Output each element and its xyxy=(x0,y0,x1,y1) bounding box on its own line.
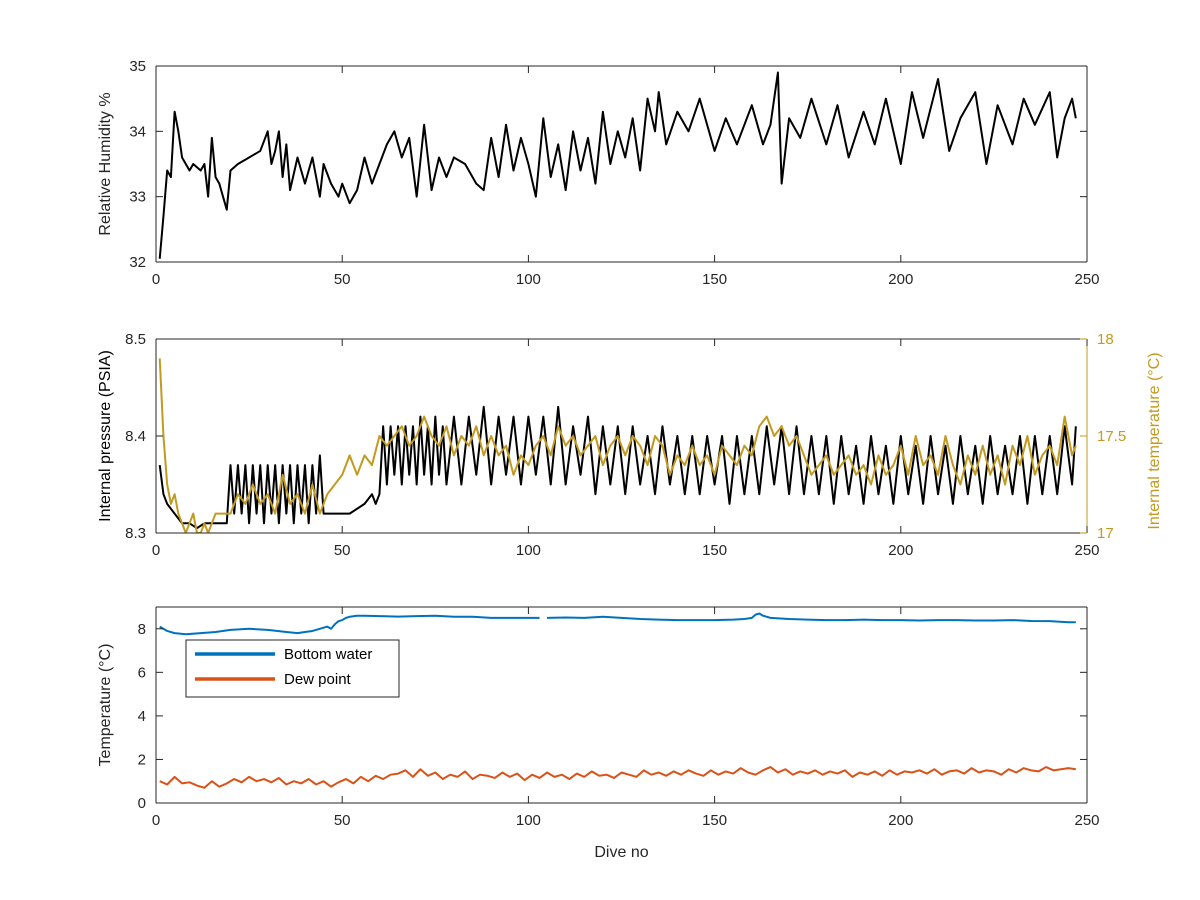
y-tick-label: 8.4 xyxy=(125,428,146,445)
y-axis-label: Temperature (°C) xyxy=(97,644,114,767)
y2-axis-label: Internal temperature (°C) xyxy=(1146,352,1163,529)
x-tick-label: 200 xyxy=(888,271,913,288)
plot-area xyxy=(156,339,1087,533)
y2-tick-label: 17.5 xyxy=(1097,428,1126,445)
y-axis-label: Relative Humidity % xyxy=(97,92,114,235)
y2-tick-label: 18 xyxy=(1097,331,1114,348)
x-tick-label: 250 xyxy=(1074,271,1099,288)
legend-label: Bottom water xyxy=(284,646,372,663)
series-line-line-1 xyxy=(158,71,1077,259)
y-tick-label: 32 xyxy=(129,254,146,271)
x-tick-label: 150 xyxy=(702,812,727,829)
x-tick-label: 50 xyxy=(334,271,351,288)
series-line-line-2 xyxy=(546,612,1076,624)
y-axis-label: Internal pressure (PSIA) xyxy=(97,350,114,522)
x-tick-label: 100 xyxy=(516,812,541,829)
y-tick-label: 33 xyxy=(129,189,146,206)
panel-1: 0 50 100 150 200 250 32 33 34 35 Relative Humidity… xyxy=(97,58,1100,288)
panel-2: 0 50 100 150 200 250 8.3 8.4 8.5 17 17.5 18 Internal… xyxy=(97,331,1163,559)
x-tick-label: 200 xyxy=(888,812,913,829)
y-tick-label: 8 xyxy=(138,621,146,638)
legend-box xyxy=(185,639,400,698)
y-tick-label: 35 xyxy=(129,58,146,75)
x-tick-label: 150 xyxy=(702,542,727,559)
x-tick-label: 250 xyxy=(1074,812,1099,829)
x-tick-label: 100 xyxy=(516,542,541,559)
legend-label: Dew point xyxy=(284,671,352,688)
x-tick-label: 0 xyxy=(152,812,160,829)
y-tick-label: 4 xyxy=(138,708,146,725)
x-tick-label: 50 xyxy=(334,542,351,559)
series-line-bottom-water xyxy=(159,614,540,636)
x-tick-label: 250 xyxy=(1074,542,1099,559)
x-axis-label: Dive no xyxy=(594,844,648,861)
series-line-dew-point xyxy=(159,766,1076,789)
x-tick-label: 0 xyxy=(152,542,160,559)
y-tick-label: 2 xyxy=(138,751,146,768)
series-line-right-axis xyxy=(158,358,1077,533)
legend: Bottom water Dew point xyxy=(185,639,400,698)
panel-3: 0 50 100 150 200 250 0 2 4 6 8 Temperature (°C) Dive… xyxy=(97,606,1100,861)
y2-tick-label: 17 xyxy=(1097,525,1114,542)
y-tick-label: 8.3 xyxy=(125,525,146,542)
y-tick-label: 34 xyxy=(129,123,146,140)
y-tick-label: 0 xyxy=(138,795,146,812)
y-tick-label: 8.5 xyxy=(125,331,146,348)
x-tick-label: 150 xyxy=(702,271,727,288)
x-tick-label: 0 xyxy=(152,271,160,288)
y-tick-label: 6 xyxy=(138,664,146,681)
x-tick-label: 50 xyxy=(334,812,351,829)
x-tick-label: 200 xyxy=(888,542,913,559)
x-tick-label: 100 xyxy=(516,271,541,288)
